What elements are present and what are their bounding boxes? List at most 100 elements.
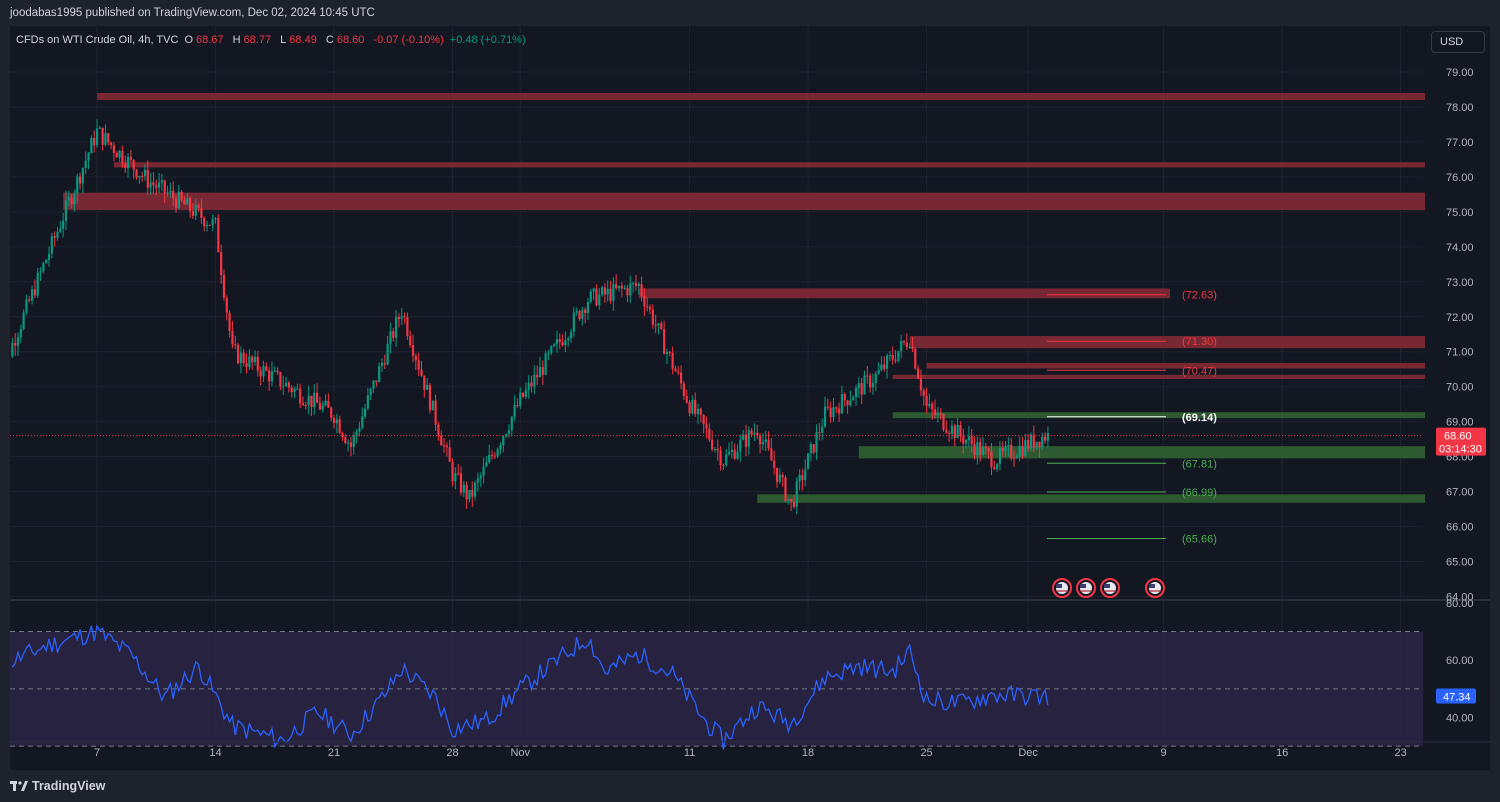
candle <box>600 285 604 297</box>
candle <box>787 498 790 505</box>
candle <box>389 322 392 354</box>
candle-body <box>524 389 527 397</box>
candle-body <box>22 312 25 329</box>
candle <box>733 443 736 461</box>
candle <box>293 386 296 399</box>
candle-body <box>651 309 654 325</box>
candle <box>225 295 228 321</box>
candle-body <box>812 444 815 453</box>
price-axis-tick: 73.00 <box>1446 277 1474 289</box>
candle <box>885 353 889 379</box>
x-axis-tick: 18 <box>802 747 814 759</box>
candle-body <box>349 442 353 447</box>
candle <box>124 155 127 173</box>
candle-body <box>321 405 324 410</box>
candle-body <box>465 484 468 500</box>
candle-body <box>375 380 378 383</box>
candle-body <box>217 218 220 253</box>
candle <box>567 336 570 347</box>
candle <box>93 130 96 153</box>
candle-body <box>821 426 824 433</box>
candle <box>657 322 660 335</box>
candle <box>863 370 866 395</box>
candle-body <box>64 200 68 221</box>
candle <box>623 284 626 291</box>
resistance-zone <box>638 288 1170 299</box>
candle-body <box>606 288 609 295</box>
x-axis-tick: Dec <box>1018 747 1038 759</box>
candle <box>22 309 25 331</box>
candle <box>1012 450 1016 467</box>
candle <box>135 168 138 180</box>
candle-body <box>149 182 152 188</box>
candle-body <box>1032 434 1035 448</box>
candle-body <box>660 323 663 330</box>
candle <box>197 202 200 212</box>
candle <box>727 442 731 456</box>
price-chart[interactable]: (72.63) (71.30) (70.47) (69.14) (67.81) (66.9… <box>10 26 1490 770</box>
candle <box>835 406 838 414</box>
candle <box>866 365 869 384</box>
candle-body <box>14 342 17 346</box>
candle <box>617 285 621 292</box>
candle-body <box>784 477 787 502</box>
candle <box>1021 437 1024 459</box>
low-value: 68.49 <box>289 34 317 46</box>
candle-body <box>736 451 739 459</box>
symbol-name[interactable]: CFDs on WTI Crude Oil, 4h, TVC <box>16 34 179 46</box>
candle-body <box>950 425 954 434</box>
tradingview-logo[interactable]: TradingView <box>10 779 105 793</box>
candle <box>84 151 87 175</box>
candle <box>651 304 654 329</box>
candle-body <box>564 340 567 346</box>
candle <box>981 437 985 456</box>
candle-body <box>59 228 62 232</box>
candle-body <box>442 445 446 447</box>
candle-body <box>225 297 228 313</box>
candle-body <box>332 417 336 424</box>
candle <box>781 472 784 487</box>
candle-body <box>815 432 818 453</box>
candle-body <box>16 337 20 346</box>
candle-body <box>420 369 423 376</box>
candle <box>533 365 536 395</box>
candle-body <box>711 439 714 450</box>
candle <box>315 383 319 404</box>
currency-button[interactable]: USD <box>1431 31 1485 53</box>
candle <box>626 284 629 303</box>
candle-body <box>183 199 186 205</box>
price-level-label: (69.14) <box>1182 412 1217 424</box>
high-label: H <box>232 34 241 46</box>
candle-body <box>132 159 135 170</box>
candle <box>953 423 956 447</box>
candle <box>840 385 844 415</box>
candle-body <box>19 328 22 338</box>
candle-body <box>490 454 494 456</box>
candle-body <box>234 344 237 346</box>
x-axis-tick: 23 <box>1394 747 1406 759</box>
candle <box>149 172 152 195</box>
candle-body <box>1046 432 1050 441</box>
candle-body <box>987 448 990 452</box>
candle <box>110 141 113 149</box>
flag-canton <box>1056 584 1062 588</box>
candle <box>826 398 829 411</box>
candle <box>208 224 211 226</box>
candle <box>420 360 423 377</box>
candle <box>767 431 770 451</box>
candle <box>47 246 51 267</box>
candle <box>76 173 79 204</box>
candle-body <box>389 331 392 344</box>
candle-body <box>197 204 200 209</box>
candle-body <box>476 478 480 483</box>
candle <box>648 304 652 315</box>
candle-body <box>775 467 779 482</box>
candle <box>256 351 259 377</box>
candle <box>584 307 587 323</box>
candle <box>378 362 381 383</box>
candle-body <box>1029 434 1033 449</box>
candle-body <box>874 373 877 383</box>
candle-body <box>53 236 56 238</box>
candle-body <box>273 370 276 372</box>
